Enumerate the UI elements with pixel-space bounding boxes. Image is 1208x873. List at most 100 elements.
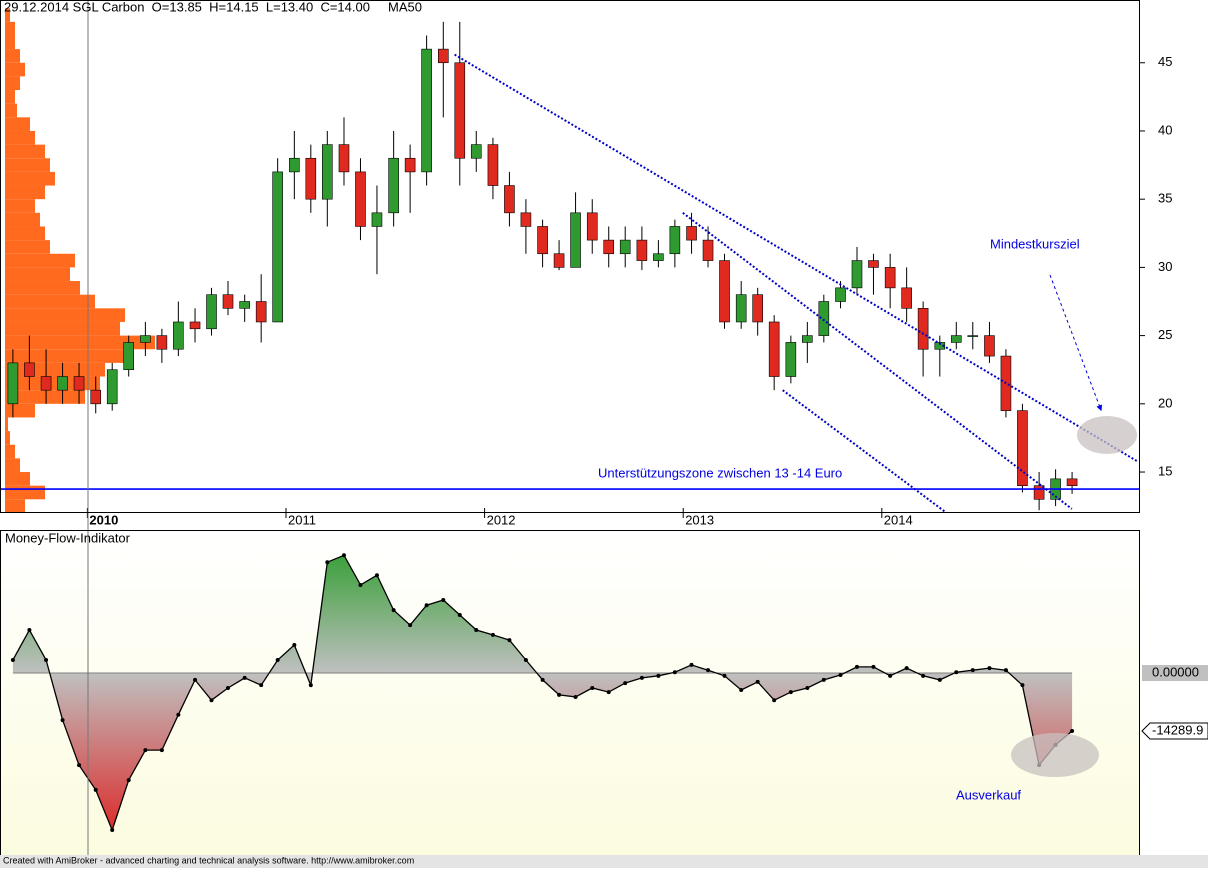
mfi-point [474,627,479,632]
mfi-point [540,677,545,682]
mfi-point [424,603,429,608]
candle-body [123,342,134,371]
mfi-point [722,673,727,678]
mfi-point [788,690,793,695]
mfi-point [888,673,893,678]
mfi-point [838,673,843,678]
candle-body [222,294,234,309]
mfi-point [970,668,975,673]
candle-body [454,62,466,159]
mfi-point [1020,683,1025,688]
volume-profile-bar [5,76,20,91]
candle-body [686,226,697,241]
candle-body [140,335,151,343]
volume-profile-bar [5,362,105,377]
mfi-point [242,675,247,680]
mfi-point [755,679,760,684]
y-tick-label-box [1142,665,1208,682]
target-annotation: Mindestkursziel [990,236,1080,251]
candle-body [73,376,85,391]
y-tick-label: 30 [1158,259,1172,274]
mfi-point [408,623,413,628]
mfi-point [44,658,49,663]
mfi-point [77,763,82,768]
volume-profile-bar [5,390,85,404]
candle-body [802,335,813,343]
volume-profile-bar [5,35,15,50]
volume-profile-bar [5,403,35,418]
volume-profile-bar [5,199,35,213]
mfi-point [159,748,164,753]
candle-body [537,226,548,255]
mfi-point [110,828,115,833]
candle-body [851,260,863,289]
volume-profile-bar [5,171,55,186]
mfi-point [639,675,644,680]
candle-body [40,376,52,391]
candle-body [487,144,499,186]
candle-body [917,308,929,350]
candle-body [289,157,300,173]
volume-profile-bar [5,117,30,131]
chart-title: 29.12.2014 SGL Carbon O=13.85 H=14.15 L=… [4,0,422,14]
volume-profile-bar [5,335,155,350]
candle-body [901,287,912,309]
mfi-point [358,582,363,587]
mfi-point [523,658,528,663]
mfi-point [507,638,512,643]
candle-body [106,369,118,405]
candle-body [305,157,317,200]
mfi-point [341,553,346,558]
candle-body [785,342,797,377]
candle-body [388,157,399,214]
mfi-point [590,686,595,691]
mfi-point [954,670,959,675]
candle-body [272,171,283,323]
volume-profile-bar [5,144,45,159]
candle-body [421,48,432,173]
candle-body [984,335,995,357]
mfi-point [871,664,876,669]
mfi-point [209,698,214,703]
volume-profile-bar [5,281,80,295]
candle-body [702,239,714,261]
candle-body [603,239,615,255]
mfi-point [60,718,65,723]
mfi-point [27,627,32,632]
candle-body [586,212,598,241]
x-tick-label: 2011 [288,512,316,527]
candle-body [470,144,482,159]
mfi-point [606,690,611,695]
candle-body [967,335,979,337]
candle-body [173,321,184,350]
last-value-label: -14289.9 [1152,722,1203,737]
candle-body [818,301,830,336]
candle-body [338,144,350,173]
mfi-point [374,573,379,578]
target-arrow [1049,274,1103,412]
mfi-point [193,677,198,682]
candle-body [90,389,102,405]
mfi-point [921,673,926,678]
mfi-point [93,787,98,792]
mfi-point [904,666,909,671]
candle-body [371,212,383,227]
footer-text: Created with AmiBroker - advanced charti… [3,855,414,865]
mfi-point [1003,668,1008,673]
candle-body [752,294,763,323]
candle-body [504,185,515,214]
mfi-point [557,692,562,697]
candle-body [7,362,19,405]
last-value-box [1141,722,1208,740]
volume-profile-bar [5,185,45,200]
volume-profile-bar [5,499,25,513]
mfi-point [656,673,661,678]
mfi-point [739,688,744,693]
x-tick-label: 2014 [884,512,913,527]
y-tick-label: 15 [1158,463,1172,478]
volume-profile-bar [5,485,45,500]
x-tick-label: 2013 [685,512,714,527]
volume-profile-bar [5,349,125,363]
mfi-point [821,677,826,682]
volume-profile-bar [5,90,15,104]
